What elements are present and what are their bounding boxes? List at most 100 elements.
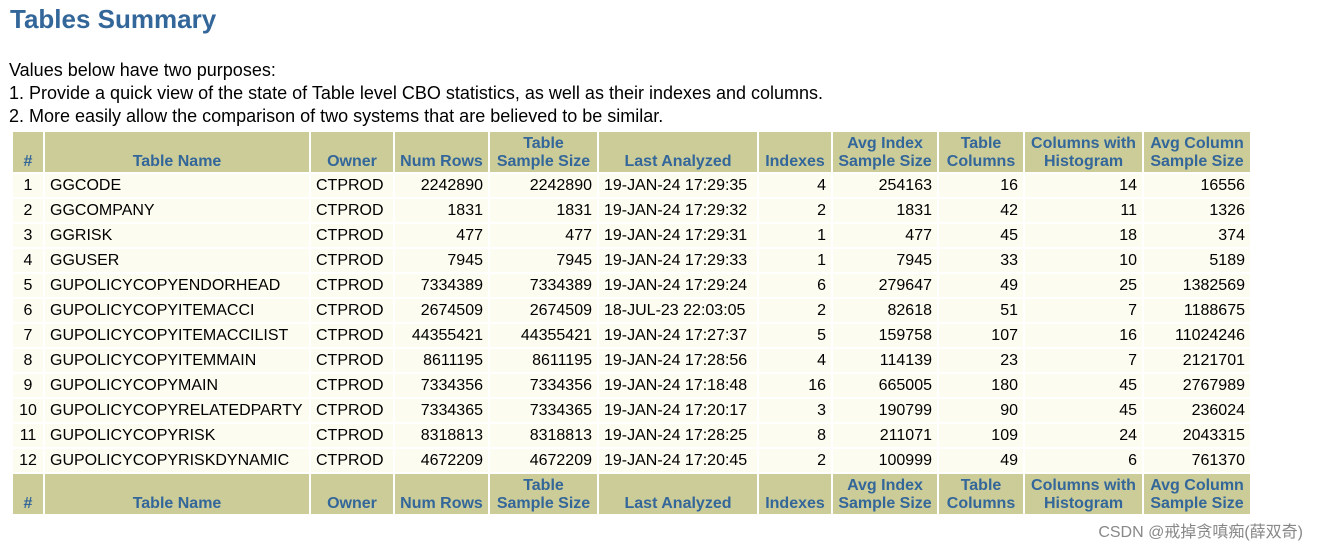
table-cell: GGUSER — [45, 249, 309, 272]
table-cell: 45 — [1025, 399, 1142, 422]
table-cell: 7945 — [490, 249, 597, 272]
table-cell: 19-JAN-24 17:29:24 — [599, 274, 757, 297]
table-row: 7 GUPOLICYCOPYITEMACCILIST CTPROD 44355421 4… — [13, 324, 1250, 347]
table-cell: 107 — [939, 324, 1023, 347]
watermark: CSDN @戒掉贪嗔痴(薛双奇) — [1098, 524, 1303, 541]
table-row: 5 GUPOLICYCOPYENDORHEAD CTPROD 7334389 73343… — [13, 274, 1250, 297]
table-cell: 1382569 — [1144, 274, 1250, 297]
table-cell: 14 — [1025, 174, 1142, 197]
table-row: 6 GUPOLICYCOPYITEMACCI CTPROD 2674509 267450… — [13, 299, 1250, 322]
table-cell: 7 — [1025, 349, 1142, 372]
column-header: Columns with Histogram — [1025, 474, 1142, 514]
table-cell: GUPOLICYCOPYMAIN — [45, 374, 309, 397]
table-row: 1 GGCODE CTPROD 2242890 2242890 19-JAN-24 17:… — [13, 174, 1250, 197]
table-cell: CTPROD — [311, 274, 393, 297]
table-cell: 8318813 — [395, 424, 488, 447]
table-cell: 8611195 — [395, 349, 488, 372]
table-cell: 2121701 — [1144, 349, 1250, 372]
table-cell: 7 — [13, 324, 43, 347]
column-header: Table Name — [45, 132, 309, 172]
table-cell: 19-JAN-24 17:20:17 — [599, 399, 757, 422]
table-cell: 7334356 — [395, 374, 488, 397]
table-cell: 25 — [1025, 274, 1142, 297]
table-cell: 45 — [939, 224, 1023, 247]
table-cell: 6 — [1025, 449, 1142, 472]
table-cell: 44355421 — [395, 324, 488, 347]
table-cell: 4 — [13, 249, 43, 272]
table-cell: 1188675 — [1144, 299, 1250, 322]
table-cell: 45 — [1025, 374, 1142, 397]
table-cell: 5 — [759, 324, 831, 347]
table-cell: 7334356 — [490, 374, 597, 397]
column-header: Table Name — [45, 474, 309, 514]
column-header: Table Columns — [939, 132, 1023, 172]
table-cell: 1831 — [490, 199, 597, 222]
table-cell: GUPOLICYCOPYRISK — [45, 424, 309, 447]
intro-line: Values below have two purposes: — [9, 60, 276, 80]
table-cell: 159758 — [833, 324, 937, 347]
table-row: 10 GUPOLICYCOPYRELATEDPARTY CTPROD 7334365 7… — [13, 399, 1250, 422]
table-cell: 2674509 — [490, 299, 597, 322]
table-cell: 4672209 — [490, 449, 597, 472]
column-header: Indexes — [759, 474, 831, 514]
table-cell: 3 — [13, 224, 43, 247]
table-cell: 7945 — [833, 249, 937, 272]
header-row: # Table Name Owner Num Rows Table Sample Siz… — [13, 474, 1250, 514]
table-cell: GGRISK — [45, 224, 309, 247]
table-cell: 1 — [13, 174, 43, 197]
column-header: Table Sample Size — [490, 474, 597, 514]
table-row: 3 GGRISK CTPROD 477 477 19-JAN-24 17:29:31 1 47… — [13, 224, 1250, 247]
table-cell: CTPROD — [311, 374, 393, 397]
table-cell: 5 — [13, 274, 43, 297]
table-cell: 12 — [13, 449, 43, 472]
table-cell: 4 — [759, 349, 831, 372]
column-header: Table Columns — [939, 474, 1023, 514]
column-header: Num Rows — [395, 132, 488, 172]
table-cell: 10 — [13, 399, 43, 422]
table-cell: 477 — [490, 224, 597, 247]
table-cell: 90 — [939, 399, 1023, 422]
column-header: Avg Index Sample Size — [833, 132, 937, 172]
table-cell: 82618 — [833, 299, 937, 322]
table-cell: 477 — [833, 224, 937, 247]
table-row: 4 GGUSER CTPROD 7945 7945 19-JAN-24 17:29:33 1… — [13, 249, 1250, 272]
table-cell: 180 — [939, 374, 1023, 397]
table-cell: 2 — [759, 449, 831, 472]
table-cell: 2043315 — [1144, 424, 1250, 447]
table-cell: 3 — [759, 399, 831, 422]
table-cell: 100999 — [833, 449, 937, 472]
table-cell: 4672209 — [395, 449, 488, 472]
table-cell: 2242890 — [395, 174, 488, 197]
column-header: Avg Index Sample Size — [833, 474, 937, 514]
table-cell: 761370 — [1144, 449, 1250, 472]
column-header: Table Sample Size — [490, 132, 597, 172]
table-cell: 7 — [1025, 299, 1142, 322]
table-cell: 49 — [939, 449, 1023, 472]
table-cell: 5189 — [1144, 249, 1250, 272]
table-cell: 33 — [939, 249, 1023, 272]
table-cell: 114139 — [833, 349, 937, 372]
table-cell: CTPROD — [311, 324, 393, 347]
table-cell: 16 — [939, 174, 1023, 197]
table-cell: 11 — [1025, 199, 1142, 222]
column-header: # — [13, 132, 43, 172]
table-cell: 279647 — [833, 274, 937, 297]
table-cell: 7334389 — [395, 274, 488, 297]
table-cell: 51 — [939, 299, 1023, 322]
table-cell: 2767989 — [1144, 374, 1250, 397]
table-cell: 1326 — [1144, 199, 1250, 222]
table-cell: 7334389 — [490, 274, 597, 297]
column-header: # — [13, 474, 43, 514]
table-cell: GUPOLICYCOPYRELATEDPARTY — [45, 399, 309, 422]
table-cell: CTPROD — [311, 224, 393, 247]
table-cell: 19-JAN-24 17:27:37 — [599, 324, 757, 347]
table-cell: CTPROD — [311, 399, 393, 422]
table-cell: 109 — [939, 424, 1023, 447]
table-cell: 19-JAN-24 17:20:45 — [599, 449, 757, 472]
table-cell: 16 — [759, 374, 831, 397]
table-cell: 2 — [13, 199, 43, 222]
table-cell: 10 — [1025, 249, 1142, 272]
table-row: 8 GUPOLICYCOPYITEMMAIN CTPROD 8611195 861119… — [13, 349, 1250, 372]
column-header: Owner — [311, 132, 393, 172]
